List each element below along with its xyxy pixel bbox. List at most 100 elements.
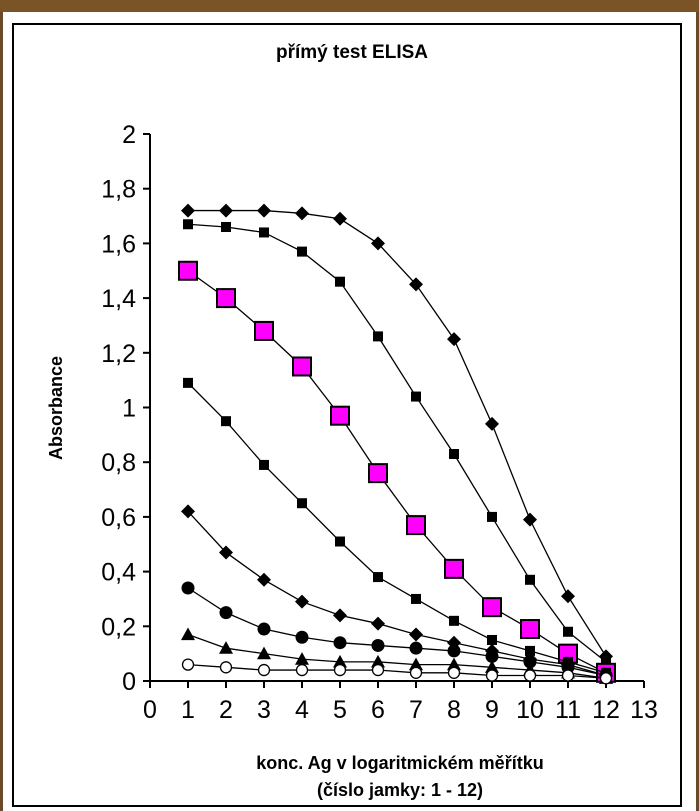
data-point-circle — [333, 636, 347, 650]
x-tick-label: 3 — [257, 696, 271, 724]
top-border-strip — [0, 0, 699, 12]
data-point-diamond — [523, 512, 537, 527]
data-point-square — [373, 331, 383, 342]
data-point-diamond — [409, 277, 423, 292]
series-line — [187, 270, 607, 674]
series-line — [187, 510, 607, 677]
data-point-square-large — [482, 597, 502, 618]
data-point-square-large — [444, 558, 464, 579]
data-point-triangle — [181, 627, 195, 641]
data-point-circle — [485, 649, 499, 663]
chart-title: přímý test ELISA — [276, 42, 428, 63]
data-point-square — [335, 276, 345, 287]
x-tick-label: 5 — [333, 696, 347, 724]
data-point-diamond — [409, 627, 423, 642]
x-tick-label: 2 — [219, 696, 233, 724]
x-tick-label: 12 — [592, 696, 620, 724]
y-tick-label: 1,2 — [101, 340, 136, 368]
series-4 — [183, 377, 611, 678]
data-point-square — [449, 448, 459, 459]
data-point-circle-open — [219, 661, 233, 674]
data-point-square — [221, 416, 231, 427]
x-ticks-group: 0 1 2 3 4 5 6 7 8 9 10 11 12 13 — [143, 681, 658, 724]
x-tick-label: 11 — [555, 696, 581, 724]
chart-frame — [12, 23, 682, 807]
data-point-triangle — [333, 654, 347, 668]
x-tick-label: 13 — [630, 696, 658, 724]
x-axis-label-line1: konc. Ag v logaritmickém měřítku — [256, 753, 543, 773]
data-point-circle — [523, 655, 537, 669]
data-point-square-large — [178, 260, 198, 281]
series-line — [187, 663, 607, 679]
data-point-square — [373, 572, 383, 583]
data-point-diamond — [371, 236, 385, 251]
data-point-circle-open — [181, 658, 195, 671]
data-point-triangle — [295, 652, 309, 665]
data-point-diamond — [219, 545, 233, 560]
data-point-square-large — [520, 619, 540, 640]
y-tick-label: 1,8 — [101, 176, 136, 204]
y-tick-label: 0,2 — [101, 613, 136, 641]
data-point-diamond — [219, 203, 233, 218]
data-point-square — [297, 498, 307, 509]
data-point-diamond — [333, 211, 347, 226]
series-line — [187, 633, 607, 679]
x-tick-label: 0 — [143, 696, 157, 724]
data-point-circle-open — [485, 669, 499, 682]
data-point-square-large — [216, 288, 236, 309]
data-point-diamond — [257, 203, 271, 218]
series-8 — [181, 658, 613, 685]
x-tick-label: 1 — [181, 696, 195, 724]
data-point-circle-open — [523, 669, 537, 682]
data-point-circle-open — [295, 663, 309, 677]
series-group — [178, 203, 616, 685]
series-line — [188, 209, 607, 657]
data-point-circle-open — [257, 663, 271, 677]
series-6 — [181, 581, 613, 683]
data-point-square — [411, 593, 421, 604]
data-point-square — [335, 536, 345, 547]
y-tick-label: 0,8 — [101, 449, 136, 477]
y-tick-label: 1,4 — [101, 285, 136, 313]
data-point-square — [221, 221, 231, 232]
x-tick-label: 7 — [409, 696, 423, 724]
data-point-circle — [295, 630, 309, 644]
x-tick-label: 6 — [371, 696, 385, 724]
data-point-square — [449, 615, 459, 626]
series-7 — [181, 627, 613, 684]
y-tick-label: 0,6 — [101, 504, 136, 532]
data-point-square — [487, 634, 497, 645]
x-axis-label-line2: (číslo jamky: 1 - 12) — [317, 780, 483, 800]
x-tick-label: 8 — [447, 696, 461, 724]
data-point-square — [525, 574, 535, 585]
data-point-diamond — [295, 594, 309, 609]
data-point-triangle — [219, 641, 233, 654]
data-point-triangle — [447, 657, 461, 671]
y-tick-label: 0 — [122, 668, 136, 696]
data-point-square — [601, 656, 611, 667]
data-point-diamond — [181, 203, 195, 218]
data-point-circle-open — [447, 666, 461, 679]
x-tick-label: 4 — [295, 696, 309, 724]
series-3 — [178, 260, 616, 683]
series-line — [187, 223, 607, 663]
data-point-square — [411, 391, 421, 402]
series-line — [187, 587, 607, 677]
data-point-circle-open — [561, 669, 575, 682]
data-point-square-large — [254, 320, 274, 341]
data-point-square — [183, 219, 193, 230]
data-point-square-large — [330, 405, 350, 426]
y-tick-label: 2 — [122, 121, 136, 149]
data-point-circle — [371, 638, 385, 652]
data-point-circle-open — [371, 663, 385, 677]
y-tick-label: 1 — [122, 395, 136, 423]
data-point-diamond — [333, 608, 347, 623]
y-tick-label: 0,4 — [101, 559, 136, 587]
x-tick-label: 10 — [516, 696, 544, 724]
data-point-diamond — [295, 206, 309, 221]
x-tick-label: 9 — [485, 696, 499, 724]
data-point-square — [259, 459, 269, 470]
series-1 — [181, 203, 613, 664]
series-2 — [183, 219, 611, 667]
